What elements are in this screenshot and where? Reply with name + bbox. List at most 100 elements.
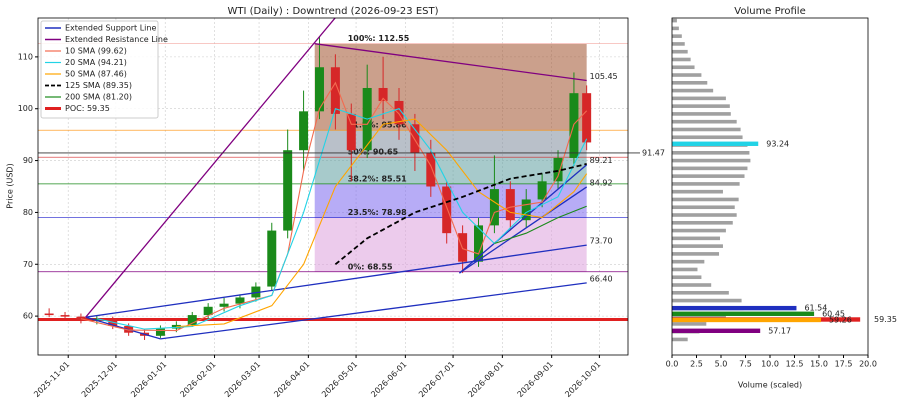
sma-line xyxy=(176,118,588,328)
candle-body xyxy=(346,113,356,151)
volume-bar xyxy=(672,189,723,194)
x-tick-label: 12.5 xyxy=(786,360,804,369)
volume-bar xyxy=(672,18,677,23)
volume-highlight xyxy=(672,305,797,311)
volume-highlight-label: 60.45 xyxy=(822,309,845,318)
y-tick-label: 100 xyxy=(18,104,33,113)
line-end-label: 84.92 xyxy=(590,178,613,187)
volume-bar xyxy=(672,104,730,108)
volume-bar xyxy=(672,112,731,116)
volume-highlight xyxy=(672,141,759,146)
support-line xyxy=(160,282,587,340)
candle-body xyxy=(44,313,54,316)
support-line xyxy=(85,244,587,318)
h-line-label: 91.47 xyxy=(642,148,665,157)
legend-label: Extended Support Line xyxy=(65,24,156,33)
volume-bar xyxy=(672,259,705,264)
volume-bar xyxy=(672,236,721,241)
volume-bar xyxy=(672,252,720,256)
fib-zone xyxy=(314,43,587,131)
volume-bar xyxy=(672,275,702,280)
legend-label: 20 SMA (94.21) xyxy=(65,58,127,67)
volume-bar xyxy=(672,49,688,54)
sma-line xyxy=(494,205,587,245)
candle-body xyxy=(505,189,515,221)
candle-body xyxy=(92,318,102,321)
volume-bar xyxy=(672,337,688,342)
candle-body xyxy=(442,186,452,234)
fib-label: 50%: 90.65 xyxy=(348,148,399,157)
y-tick-label: 70 xyxy=(23,260,33,269)
candle-body xyxy=(76,316,86,321)
y-axis-label: Price (USD) xyxy=(6,163,15,208)
fib-label: 61.8%: 95.86 xyxy=(348,121,407,130)
legend-label: 50 SMA (87.46) xyxy=(65,70,127,79)
line-end-label: 66.40 xyxy=(590,274,613,283)
candle-body xyxy=(155,328,165,336)
volume-highlight xyxy=(672,311,815,316)
chart-title: WTI (Daily) : Downtrend (2026-09-23 EST) xyxy=(228,6,439,17)
profile-frame xyxy=(671,17,869,356)
volume-bar xyxy=(672,26,679,31)
volume-bar xyxy=(672,88,714,93)
plot-frame xyxy=(37,17,629,356)
volume-bar xyxy=(672,135,743,140)
sma-line xyxy=(334,163,587,265)
candle-body xyxy=(283,150,293,231)
volume-bar xyxy=(672,34,682,38)
candle-body xyxy=(410,124,420,153)
profile-title: Volume Profile xyxy=(734,6,805,17)
fib-zone xyxy=(314,157,587,184)
candle-body xyxy=(330,67,340,114)
volume-bar xyxy=(672,42,685,46)
volume-highlight xyxy=(672,328,761,333)
volume-bar xyxy=(672,314,726,318)
sma-line xyxy=(80,81,588,332)
volume-bar xyxy=(672,182,740,186)
candle-body xyxy=(203,306,213,316)
candle-body xyxy=(60,315,70,317)
volume-highlight xyxy=(672,317,821,323)
legend-box xyxy=(40,20,159,119)
volume-bar xyxy=(672,119,737,124)
volume-highlight-label: 59.35 xyxy=(874,315,897,324)
legend-label: POC: 59.35 xyxy=(65,104,110,113)
x-tick-label: 2.5 xyxy=(690,360,703,369)
candle-body xyxy=(314,67,324,112)
line-end-label: 89.21 xyxy=(590,156,613,165)
candle-body xyxy=(394,100,404,125)
candle-body xyxy=(171,324,181,329)
volume-bar xyxy=(672,267,698,272)
volume-bar xyxy=(672,205,735,210)
volume-bar xyxy=(672,158,751,163)
candle-body xyxy=(187,315,197,325)
legend-label: 10 SMA (99.62) xyxy=(65,47,127,56)
x-tick-label: 15.0 xyxy=(810,360,828,369)
resistance-line xyxy=(314,43,587,82)
volume-bar xyxy=(672,65,695,70)
volume-bar xyxy=(672,174,745,178)
x-tick-label: 7.5 xyxy=(739,360,752,369)
volume-bar xyxy=(672,322,707,326)
volume-bar xyxy=(672,220,733,225)
volume-bar xyxy=(672,166,748,171)
candle-body xyxy=(489,189,499,226)
candle-body xyxy=(426,152,436,187)
volume-bar xyxy=(672,197,739,202)
candle-body xyxy=(521,199,531,221)
x-tick-label: 17.5 xyxy=(835,360,853,369)
volume-bar xyxy=(672,96,726,101)
candle-body xyxy=(267,230,277,287)
volume-bar xyxy=(672,283,712,287)
y-tick-label: 110 xyxy=(18,52,33,61)
y-tick-label: 80 xyxy=(23,208,33,217)
volume-bar xyxy=(672,228,726,233)
legend-label: 200 SMA (81.20) xyxy=(65,93,132,102)
candle-body xyxy=(299,111,309,151)
legend-label: 125 SMA (89.35) xyxy=(65,81,132,90)
candle-body xyxy=(553,157,563,182)
candle-body xyxy=(235,297,245,304)
volume-bar xyxy=(672,298,742,303)
x-tick-label: 20.0 xyxy=(859,360,877,369)
